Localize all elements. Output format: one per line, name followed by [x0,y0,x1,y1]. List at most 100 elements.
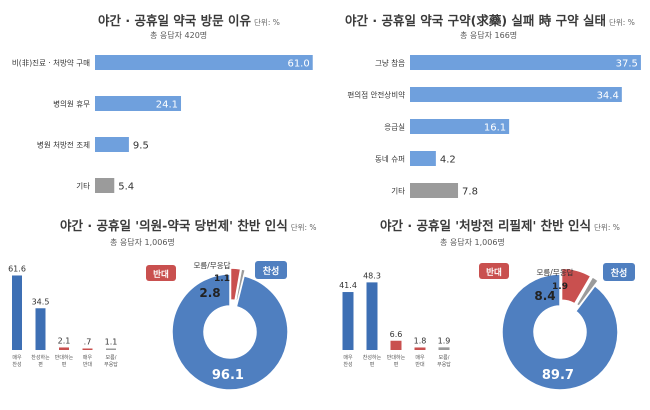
data-label: 48.3 [363,271,381,280]
bar [95,137,129,152]
data-label: 1.1 [214,274,230,284]
category-label: 매우 [343,354,353,361]
category-label: 매우 [415,354,425,361]
legend-box [603,263,635,281]
category-label: 찬성하는 [31,354,50,361]
bar [106,348,116,350]
chart3-title: 야간 · 공휴일 '의원-약국 당번제' 찬반 인식 단위: % [60,218,317,233]
data-label: 1.8 [414,336,427,345]
data-label: 96.1 [212,368,244,383]
bar [95,55,313,70]
data-label: 61.0 [287,59,309,70]
bar [366,282,378,350]
bar [95,96,182,111]
data-label: 16.1 [484,123,506,134]
bar [410,151,436,166]
category-label: 그냥 참음 [375,58,405,68]
chart4-subtitle: 총 응답자 1,006명 [440,238,505,247]
category-label: 매우 [12,354,22,361]
bar [390,340,402,350]
category-label: 찬성 [12,361,21,368]
data-label: 41.4 [339,281,357,290]
legend-label: 찬성 [263,265,280,277]
donut-slice [560,267,592,305]
category-label: 찬성하는 [363,354,382,361]
category-label: 반대하는 [55,354,74,361]
data-label: 7.8 [462,187,478,198]
data-label: 34.5 [32,297,50,306]
data-label: 1.1 [105,338,118,347]
category-label: 찬성 [343,361,352,368]
category-label: 반대하는 [387,354,406,361]
data-label: .7 [84,338,92,347]
category-label: 모름/ [106,355,117,361]
legend-box [146,265,176,281]
bar [12,275,22,350]
data-label: 34.4 [597,91,619,102]
chart1-title: 야간 · 공휴일 약국 방문 이유 단위: % [98,13,280,28]
category-label: 응급실 [384,122,405,132]
data-label: 6.6 [390,330,403,339]
data-label: 4.2 [440,155,456,166]
category-label: 무응답 [104,361,118,368]
category-label: 편 [370,361,375,368]
chart3-subtitle: 총 응답자 1,006명 [110,238,175,247]
category-label: 편의점 안전상비약 [347,90,405,100]
legend-label: 반대 [486,267,502,278]
legend-label: 모름/무응답 [193,260,230,270]
data-label: 8.4 [534,289,555,303]
chart4-donut-chart: 89.7 8.41.9 찬성 반대 모름/무응답 [479,263,635,391]
chart2-bar-chart: 그냥 참음 37.5 편의점 안전상비약 34.4 응급실 16.1 동네 슈퍼 4.2 기타 7… [347,55,641,198]
legend-box [255,261,287,279]
category-label: 동네 슈퍼 [375,155,405,164]
data-label: 24.1 [156,100,178,111]
data-label: 1.9 [552,282,568,292]
bar [342,292,354,350]
data-label: 2.1 [58,336,71,345]
chart4-bar-chart: 41.4매우찬성48.3찬성하는편6.6반대하는편1.8매우반대1.9모름/무응… [339,271,451,368]
category-label: 모름/ [439,355,450,361]
category-label: 반대 [415,361,425,368]
data-label: 61.6 [8,264,26,273]
category-label: 무응답 [437,361,451,368]
category-label: 매우 [83,354,93,361]
bar [410,119,510,134]
bar [414,347,426,350]
category-label: 기타 [391,187,405,196]
data-label: 1.9 [438,336,451,345]
category-label: 편 [394,361,399,368]
chart1-bar-chart: 비(非)진료 · 처방약 구매 61.0 병의원 휴무 24.1 병원 처방전 조제 9.… [12,55,313,193]
bar [59,347,69,350]
category-label: 편 [38,361,43,368]
chart4-title: 야간 · 공휴일 '처방전 리필제' 찬반 인식 단위: % [380,218,620,233]
category-label: 병의원 휴무 [53,99,90,109]
legend-label: 찬성 [611,267,628,279]
legend-box [479,263,509,279]
donut-slice [171,273,289,391]
bar [95,178,115,193]
bar [410,55,641,70]
legend-label: 모름/무응답 [536,267,573,277]
category-label: 반대 [83,361,93,368]
bar [410,87,622,102]
category-label: 기타 [76,182,90,191]
data-label: 2.8 [199,286,220,300]
legend-label: 반대 [153,269,169,280]
category-label: 비(非)진료 · 처방약 구매 [12,58,90,68]
donut-slice [501,273,619,391]
bar [82,348,93,350]
chart1-subtitle: 총 응답자 420명 [150,31,208,40]
data-label: 37.5 [616,59,638,70]
bar [438,347,450,350]
data-label: 5.4 [118,182,134,193]
bar [35,308,46,350]
bar [410,183,459,198]
category-label: 병원 처방전 조제 [37,140,90,150]
data-label: 9.5 [133,141,149,152]
chart2-title: 야간 · 공휴일 약국 구약(求藥) 실패 時 구약 실태 단위: % [345,13,635,28]
data-label: 89.7 [542,368,574,383]
category-label: 편 [62,361,67,368]
chart3-donut-chart: 96.1 2.8 1.1 찬성 반대 모름/무응답 [146,260,289,391]
chart2-subtitle: 총 응답자 166명 [460,31,518,40]
